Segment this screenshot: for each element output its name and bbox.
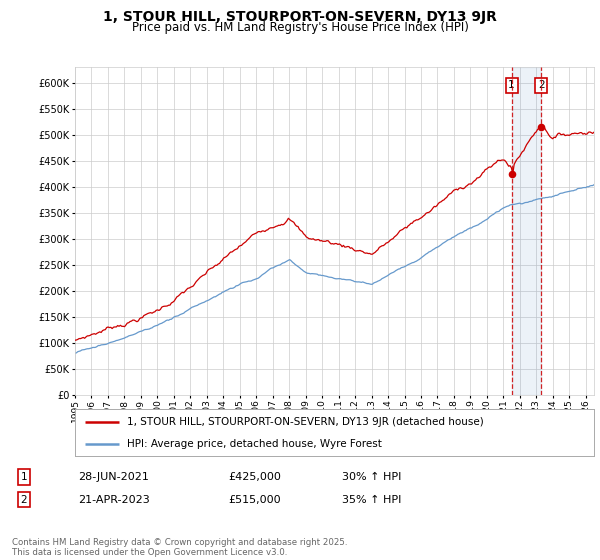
Point	[536, 123, 546, 132]
Text: 2: 2	[20, 494, 28, 505]
Text: 1: 1	[20, 472, 28, 482]
Text: 2: 2	[538, 81, 545, 90]
Text: Price paid vs. HM Land Registry's House Price Index (HPI): Price paid vs. HM Land Registry's House …	[131, 21, 469, 34]
Text: £425,000: £425,000	[228, 472, 281, 482]
Text: 21-APR-2023: 21-APR-2023	[78, 494, 150, 505]
Bar	[512, 67, 541, 395]
Text: 28-JUN-2021: 28-JUN-2021	[78, 472, 149, 482]
Text: 1: 1	[508, 81, 515, 90]
Text: 30% ↑ HPI: 30% ↑ HPI	[342, 472, 401, 482]
Text: £515,000: £515,000	[228, 494, 281, 505]
Text: 1, STOUR HILL, STOURPORT-ON-SEVERN, DY13 9JR (detached house): 1, STOUR HILL, STOURPORT-ON-SEVERN, DY13…	[127, 417, 484, 427]
Text: HPI: Average price, detached house, Wyre Forest: HPI: Average price, detached house, Wyre…	[127, 439, 382, 449]
Text: 1, STOUR HILL, STOURPORT-ON-SEVERN, DY13 9JR: 1, STOUR HILL, STOURPORT-ON-SEVERN, DY13…	[103, 10, 497, 24]
Point	[507, 169, 517, 178]
Text: Contains HM Land Registry data © Crown copyright and database right 2025.
This d: Contains HM Land Registry data © Crown c…	[12, 538, 347, 557]
Text: 35% ↑ HPI: 35% ↑ HPI	[342, 494, 401, 505]
